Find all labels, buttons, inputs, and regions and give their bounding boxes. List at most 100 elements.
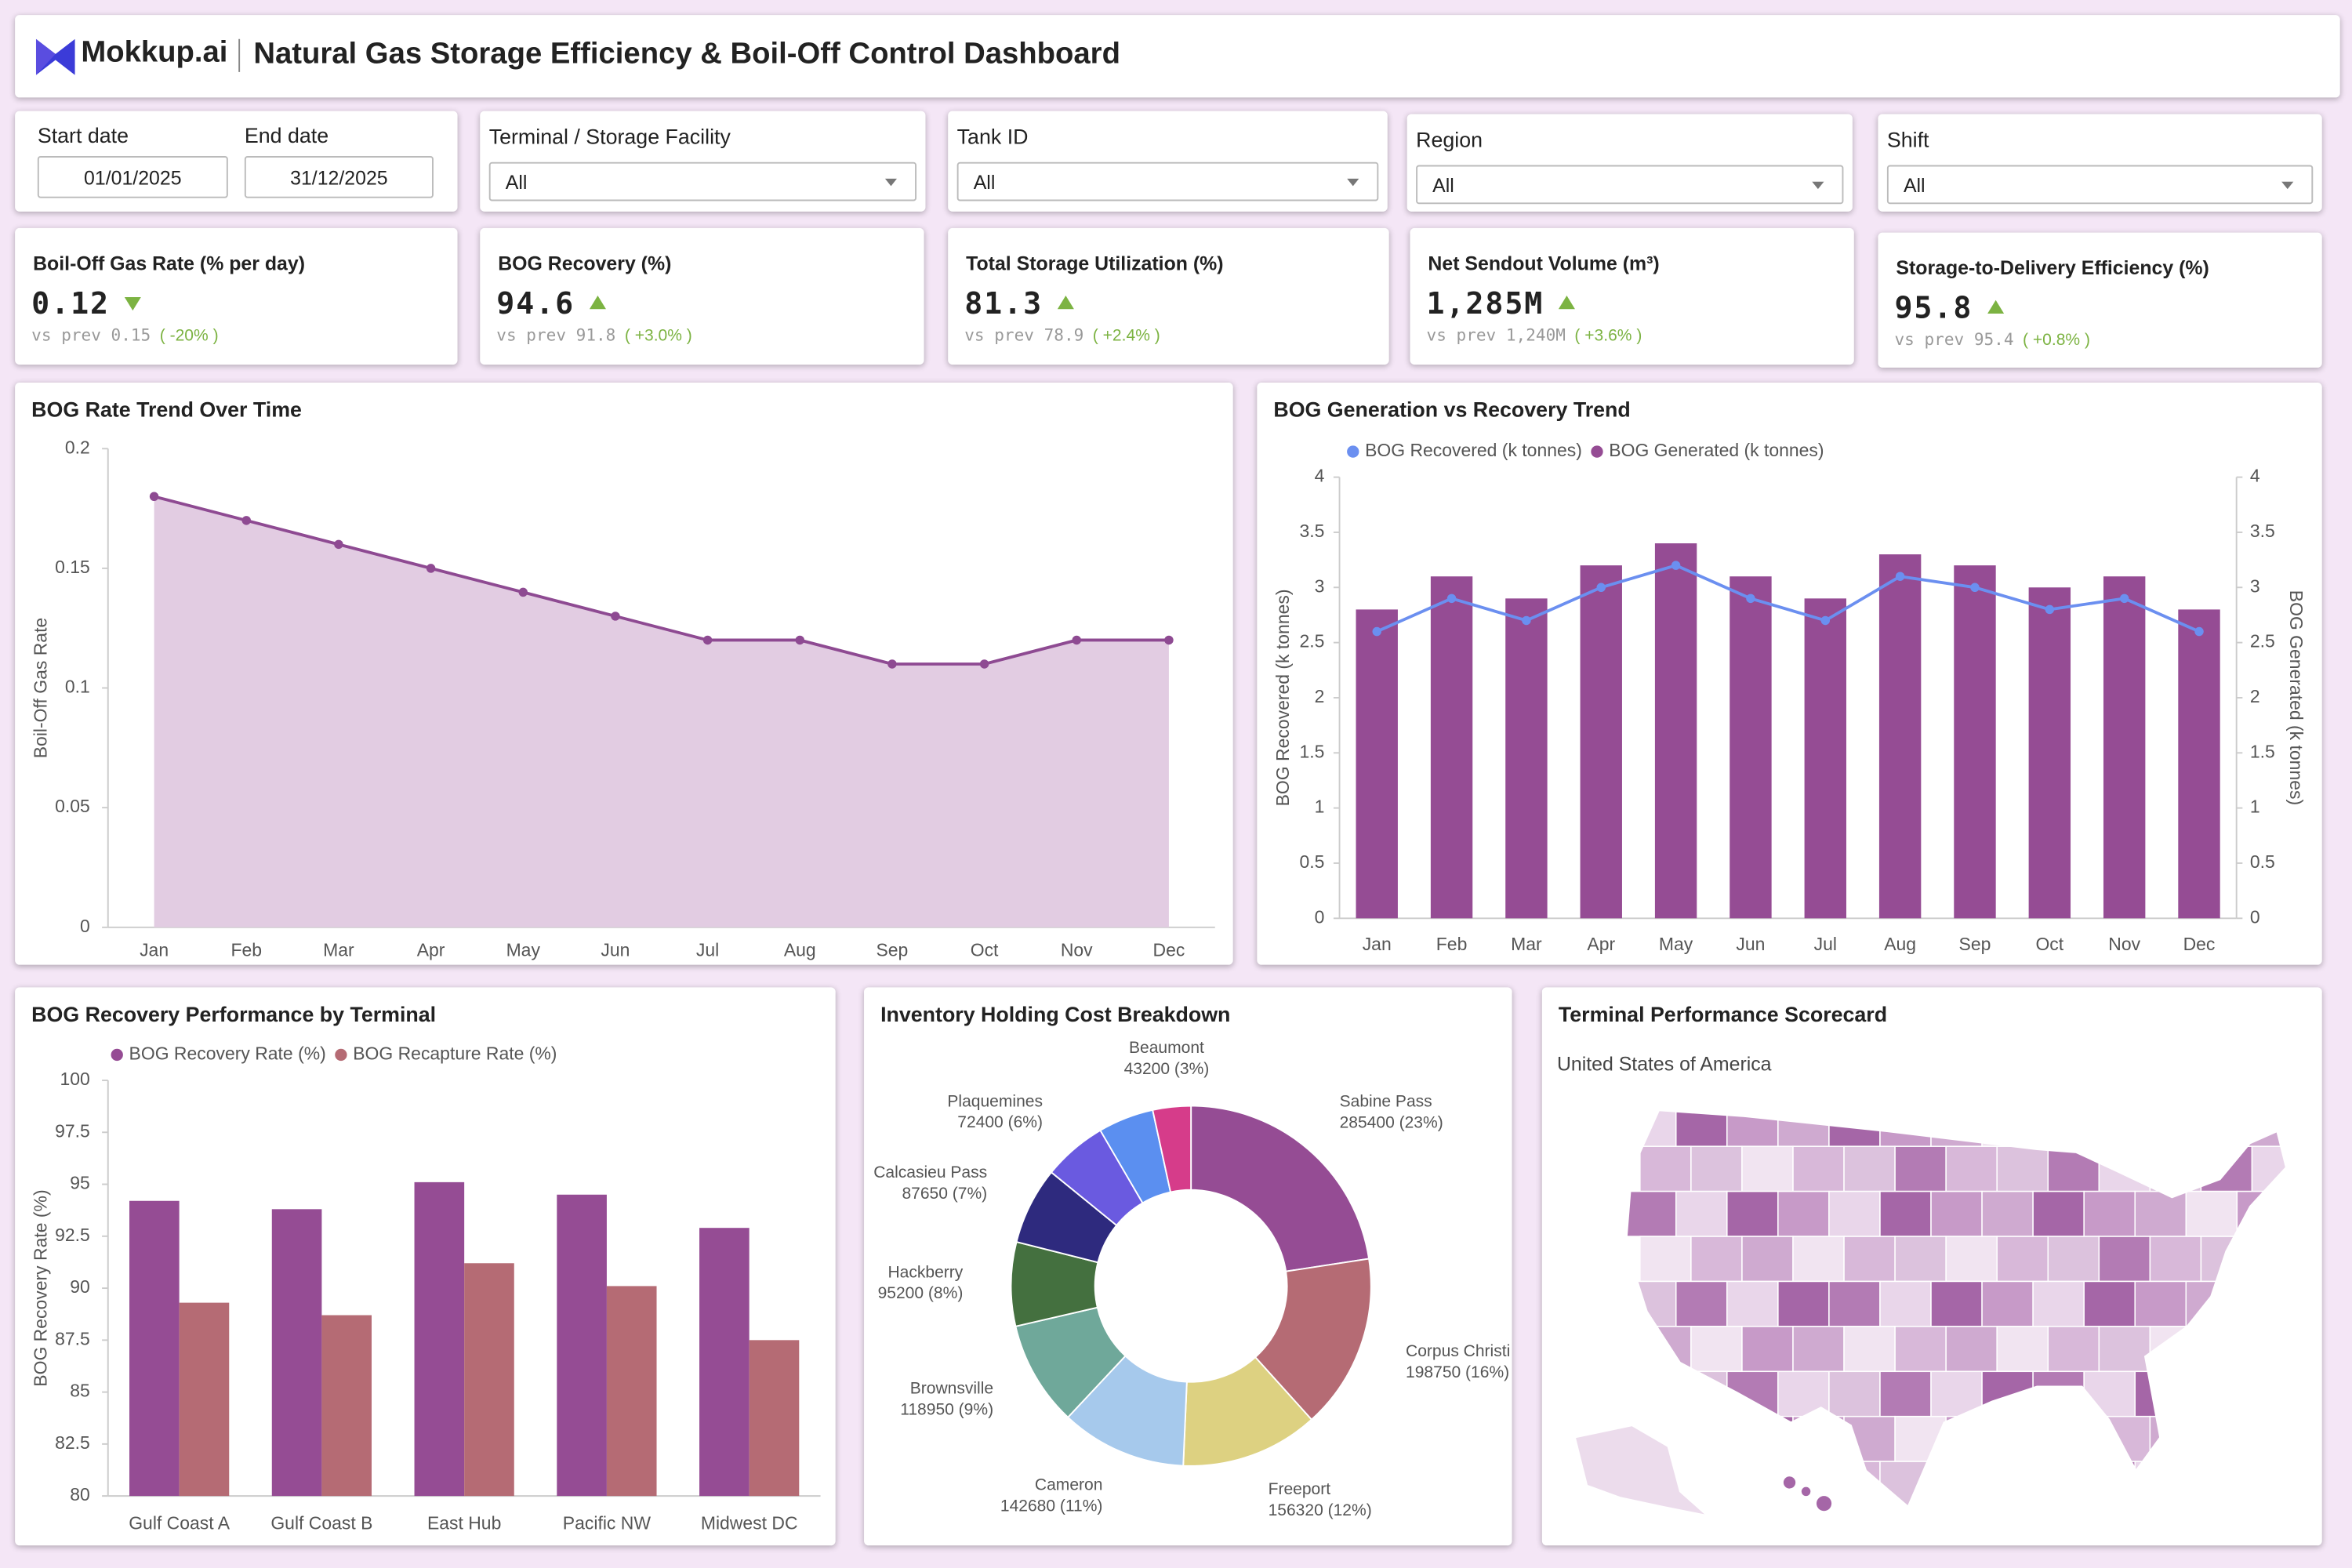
dropdown[interactable]: All <box>488 162 917 201</box>
state <box>2288 1281 2321 1326</box>
state <box>1894 1505 1947 1507</box>
state <box>1639 1236 1692 1283</box>
y-tick-label: 4 <box>2250 466 2260 486</box>
state <box>1894 1415 1947 1462</box>
state <box>1726 1461 1779 1507</box>
y-tick-label: 1 <box>1315 797 1325 817</box>
state <box>2200 1236 2253 1283</box>
legend-dot <box>1347 445 1359 458</box>
state <box>1828 1461 1881 1507</box>
trend-arrow-icon <box>1058 296 1075 310</box>
y-tick-label: 97.5 <box>55 1120 90 1141</box>
slice-label: Cameron <box>1035 1476 1102 1494</box>
end-date[interactable]: 31/12/2025 <box>244 156 434 198</box>
legend-label: BOG Recovered (k tonnes) <box>1365 440 1582 460</box>
chart: Inventory Holding Cost Breakdown Sabine P… <box>873 1003 1510 1519</box>
hawaii <box>1801 1486 1811 1497</box>
caret-icon <box>884 178 898 187</box>
kpi-label: Boil-Off Gas Rate (% per day) <box>33 252 305 275</box>
state <box>2134 1370 2187 1417</box>
state <box>2251 1326 2286 1373</box>
state <box>2288 1102 2321 1146</box>
y-tick-label: 2 <box>1315 686 1325 706</box>
kpi-previous: vs prev 91.8 <box>496 325 616 346</box>
legend-label: BOG Generated (k tonnes) <box>1609 440 1824 460</box>
x-tick-label: Apr <box>417 939 445 960</box>
state <box>1843 1236 1896 1283</box>
dropdown-value: All <box>1432 173 1454 196</box>
state <box>2288 1371 2321 1416</box>
chart-card: BOG Recovery Performance by Terminal 80 82… <box>15 987 836 1546</box>
state <box>1843 1145 1896 1192</box>
x-tick-label: Sep <box>1959 934 1991 954</box>
point <box>1746 593 1755 604</box>
kpi-prev: vs prev 91.8 ( +3.0% ) <box>496 325 692 345</box>
state <box>2200 1145 2253 1192</box>
start-date[interactable]: 01/01/2025 <box>37 156 228 198</box>
filter-label: Region <box>1416 127 1483 152</box>
legend-label: BOG Recovery Rate (%) <box>129 1044 326 1064</box>
state <box>2251 1145 2286 1192</box>
y-tick-label: 87.5 <box>55 1328 90 1348</box>
point <box>2045 604 2055 615</box>
state <box>1996 1145 2049 1192</box>
header: Mokkup.ai Natural Gas Storage Efficiency… <box>15 15 2340 98</box>
dropdown[interactable]: All <box>956 162 1379 201</box>
point <box>334 539 343 550</box>
y-tick-label: 3.5 <box>1300 521 1325 541</box>
y-tick-label: 0.2 <box>65 437 90 457</box>
legend-dot <box>1591 445 1603 458</box>
kpi-row: 1,285M <box>1427 285 1576 321</box>
kpi-prev: vs prev 95.4 ( +0.8% ) <box>1894 330 2090 350</box>
state <box>1879 1280 1932 1327</box>
state <box>1726 1110 1779 1147</box>
state <box>1879 1370 1932 1417</box>
kpi-value: 0.12 <box>31 285 110 321</box>
state <box>1981 1280 2034 1327</box>
bar <box>271 1209 322 1497</box>
bar <box>1804 598 1846 919</box>
state <box>1777 1370 1830 1417</box>
state <box>1996 1326 2049 1373</box>
state <box>2185 1280 2238 1327</box>
x-tick-label: May <box>506 939 541 960</box>
kpi-previous: vs prev 95.4 <box>1894 330 2014 350</box>
y-tick-label: 80 <box>70 1484 90 1504</box>
x-tick-label: Jun <box>601 939 630 960</box>
kpi-value: 94.6 <box>496 285 575 321</box>
state <box>1930 1280 1983 1327</box>
state <box>2185 1190 2238 1237</box>
x-tick-label: Jan <box>1363 934 1392 954</box>
x-tick-label: Dec <box>2183 934 2216 954</box>
dropdown[interactable]: All <box>1416 165 1844 205</box>
state <box>2303 1417 2322 1461</box>
x-tick-label: Midwest DC <box>701 1513 798 1534</box>
x-tick-label: Aug <box>1884 934 1916 954</box>
x-tick-label: Pacific NW <box>563 1513 652 1534</box>
x-tick-label: May <box>1659 934 1693 954</box>
slice-value-label: 198750 (16%) <box>1406 1363 1509 1381</box>
slice-value-label: 142680 (11%) <box>1000 1497 1103 1515</box>
legend-dot <box>335 1048 347 1062</box>
kpi-prev: vs prev 0.15 ( -20% ) <box>31 325 218 345</box>
state <box>1792 1415 1845 1462</box>
dropdown[interactable]: All <box>1886 165 2314 205</box>
x-tick-label: Jul <box>1814 934 1837 954</box>
state <box>2083 1190 2136 1237</box>
y-tick-label: 0.1 <box>65 677 90 697</box>
state <box>1945 1145 1998 1192</box>
trend-arrow <box>1058 296 1075 310</box>
chart-title: BOG Rate Trend Over Time <box>31 397 302 421</box>
x-tick-label: Dec <box>1153 939 1185 960</box>
bar <box>2028 587 2071 919</box>
bar <box>1878 554 1922 919</box>
state <box>1894 1236 1947 1283</box>
state <box>2200 1326 2253 1373</box>
state <box>2047 1415 2100 1462</box>
slice-value-label: 156320 (12%) <box>1269 1501 1372 1519</box>
dropdown-value: All <box>1903 173 1926 196</box>
x-tick-label: Oct <box>2035 934 2063 954</box>
state <box>2047 1145 2100 1192</box>
slice <box>1152 1105 1192 1193</box>
state <box>2032 1370 2085 1417</box>
